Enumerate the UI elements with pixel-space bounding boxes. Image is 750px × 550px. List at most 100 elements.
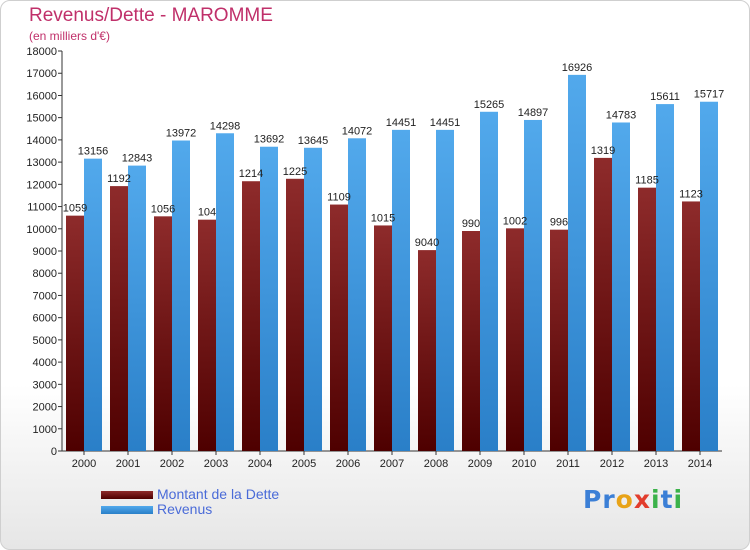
data-label-debt: 1123 [679,188,703,200]
bar-debt [286,178,304,451]
bar-debt [682,201,700,451]
data-label-debt: 1109 [327,192,351,204]
x-tick-label: 2008 [424,458,448,470]
data-label-debt: 1319 [591,145,615,157]
bar-debt [638,187,656,451]
x-tick-label: 2000 [72,458,96,470]
legend-swatch-debt [101,491,153,499]
y-tick-label: 0 [51,446,57,458]
data-label-revenue: 16926 [562,62,593,74]
data-label-revenue: 14897 [518,107,549,119]
bar-revenue [700,101,718,451]
y-tick-label: 14000 [26,135,57,147]
data-label-revenue: 13156 [78,146,109,158]
x-tick-label: 2011 [556,458,580,470]
bar-debt [550,229,568,451]
data-label-revenue: 14451 [386,117,417,129]
x-tick-label: 2001 [116,458,140,470]
data-label-debt: 1214 [239,168,263,180]
logo-letter: o [615,485,634,514]
bar-debt [418,250,436,451]
data-label-revenue: 13972 [166,128,197,140]
legend-swatch-revenue [101,506,153,514]
chart-bars [66,74,718,452]
y-tick-label: 8000 [33,268,57,280]
data-label-debt: 1015 [371,212,395,224]
chart-subtitle: (en milliers d'€) [29,29,110,43]
y-tick-label: 18000 [26,46,57,58]
chart-title: Revenus/Dette - MAROMME [29,5,273,26]
y-tick-label: 2000 [33,402,57,414]
bar-debt [154,216,172,451]
data-label-debt: 9040 [415,237,439,249]
y-tick-label: 12000 [26,179,57,191]
data-label-debt: 1225 [283,166,307,178]
data-label-revenue: 14298 [210,120,241,132]
y-tick-label: 17000 [26,68,57,80]
logo-letter: r [602,485,616,514]
x-tick-label: 2007 [380,458,404,470]
logo-letter: P [583,485,603,514]
data-label-revenue: 14783 [606,109,637,121]
proxiti-logo: Proxiti [583,485,683,514]
logo-letter: t [660,485,674,514]
y-tick-label: 11000 [27,202,57,214]
bar-revenue [216,133,234,451]
bar-debt [110,186,128,451]
y-tick-label: 5000 [33,335,57,347]
bar-revenue [392,129,410,451]
data-label-debt: 1056 [151,203,175,215]
data-label-revenue: 14451 [430,117,461,129]
data-label-debt: 990 [462,218,480,230]
bar-revenue [436,129,454,451]
data-label-debt: 1185 [635,175,659,187]
x-tick-label: 2012 [600,458,624,470]
data-label-debt: 1059 [63,203,87,215]
data-label-revenue: 15611 [650,91,680,103]
bar-revenue [172,140,190,451]
data-label-debt: 996 [550,217,568,229]
y-tick-label: 6000 [33,313,57,325]
logo-letter: i [651,485,661,514]
data-label-revenue: 12843 [122,153,153,165]
y-tick-label: 16000 [26,90,57,102]
x-tick-label: 2010 [512,458,536,470]
data-label-debt: 1002 [503,215,527,227]
bar-revenue [612,122,630,451]
x-tick-label: 2006 [336,458,360,470]
legend-label-revenue: Revenus [157,501,213,517]
x-tick-label: 2005 [292,458,316,470]
bar-debt [594,157,612,451]
y-tick-label: 13000 [26,157,57,169]
y-tick-label: 1000 [33,424,57,436]
x-tick-label: 2002 [160,458,184,470]
bar-debt [198,219,216,451]
logo-letter: i [673,485,684,514]
bar-revenue [568,74,586,451]
x-tick-label: 2013 [644,458,668,470]
y-tick-label: 3000 [33,379,57,391]
y-tick-label: 7000 [33,290,57,302]
bar-debt [330,204,348,451]
data-label-revenue: 15717 [694,89,725,101]
x-tick-label: 2014 [688,458,712,470]
bar-debt [66,215,84,451]
bar-revenue [480,111,498,452]
bar-revenue [656,104,674,451]
bar-debt [462,231,480,451]
data-label-debt: 104 [198,207,216,219]
y-tick-label: 4000 [33,357,57,369]
bar-revenue [84,158,102,451]
legend-label-debt: Montant de la Dette [157,486,280,502]
bar-debt [242,181,260,451]
y-tick-label: 15000 [26,113,57,125]
bar-revenue [260,146,278,451]
data-label-revenue: 15265 [474,99,505,111]
data-label-revenue: 13692 [254,134,285,146]
bar-revenue [524,119,542,451]
x-tick-label: 2004 [248,458,272,470]
data-label-revenue: 13645 [298,135,329,147]
logo-letter: x [633,485,651,514]
